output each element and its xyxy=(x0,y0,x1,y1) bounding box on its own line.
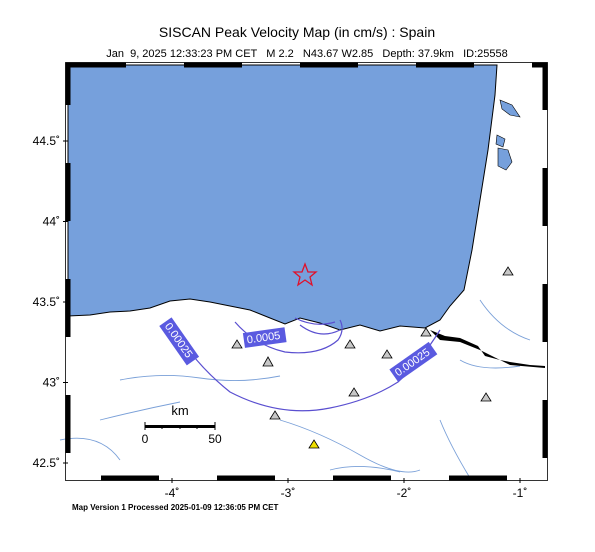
sea xyxy=(67,64,498,332)
lat-tick-label: 44˚ xyxy=(43,215,60,229)
lon-tick-label: -3˚ xyxy=(281,486,296,500)
frame xyxy=(65,62,548,481)
footer: Map Version 1 Processed 2025-01-09 12:36… xyxy=(72,503,278,512)
lon-tick-label: -4˚ xyxy=(165,486,180,500)
subtitle: Jan 9, 2025 12:33:23 PM CET M 2.2 N43.67… xyxy=(106,48,508,60)
scale-unit: km xyxy=(171,403,188,418)
scale-start: 0 xyxy=(142,432,149,446)
lat-tick-label: 44.5˚ xyxy=(33,134,60,148)
lat-tick-label: 42.5˚ xyxy=(33,456,60,470)
lat-tick-label: 43.5˚ xyxy=(33,295,60,309)
lon-tick-label: -2˚ xyxy=(397,486,412,500)
lon-tick-label: -1˚ xyxy=(513,486,528,500)
epicenter xyxy=(292,262,318,287)
title: SISCAN Peak Velocity Map (in cm/s) : Spa… xyxy=(159,24,435,40)
lat-tick-label: 43˚ xyxy=(43,376,60,390)
map-area: 0.00025 0.0005 0.00025 km 0 50 xyxy=(59,62,548,481)
contour-label: 0.0005 xyxy=(246,330,281,347)
scale-end: 50 xyxy=(208,432,222,446)
